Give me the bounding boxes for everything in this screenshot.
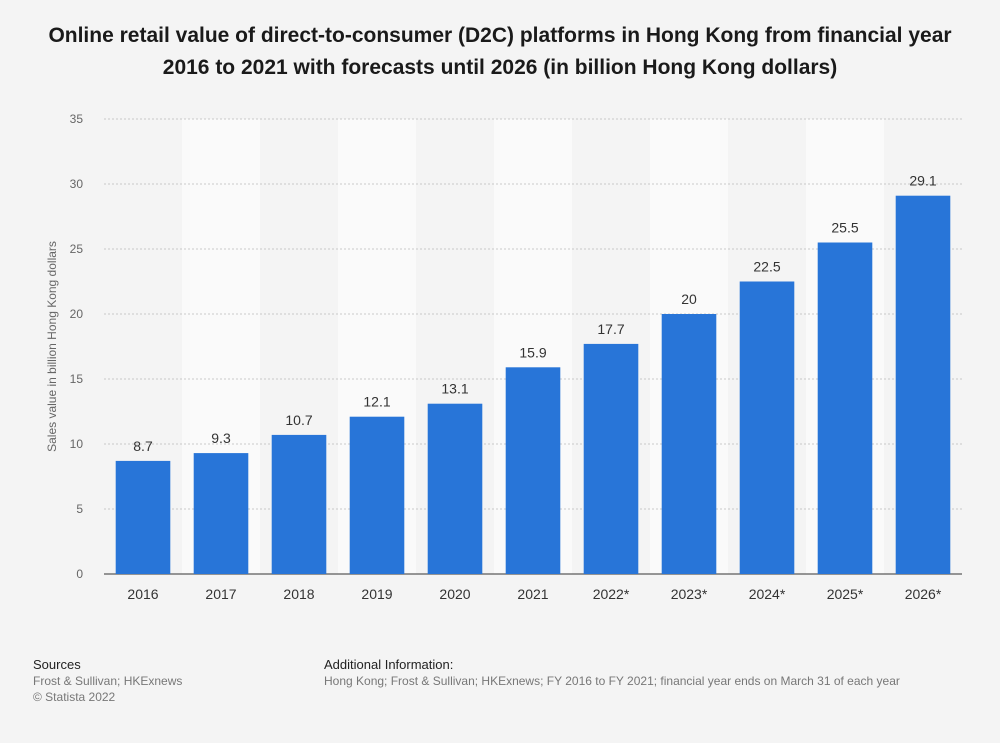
sources-text: Frost & Sullivan; HKExnews bbox=[33, 674, 183, 688]
y-tick-label: 20 bbox=[70, 307, 84, 321]
bar bbox=[583, 343, 639, 574]
bar bbox=[817, 242, 873, 574]
data-label: 15.9 bbox=[519, 344, 546, 360]
data-label: 22.5 bbox=[753, 259, 780, 275]
bar bbox=[427, 403, 483, 574]
data-label: 13.1 bbox=[441, 381, 468, 397]
x-tick-label: 2018 bbox=[283, 586, 314, 602]
bar bbox=[661, 314, 717, 574]
y-tick-label: 10 bbox=[70, 437, 84, 451]
bar bbox=[271, 434, 327, 574]
data-label: 10.7 bbox=[285, 412, 312, 428]
y-axis-title: Sales value in billion Hong Kong dollars bbox=[45, 241, 59, 452]
bar bbox=[505, 367, 561, 574]
x-tick-label: 2026* bbox=[905, 586, 942, 602]
y-tick-label: 35 bbox=[70, 112, 84, 126]
y-tick-label: 25 bbox=[70, 242, 84, 256]
additional-info-heading: Additional Information: bbox=[324, 657, 454, 672]
x-tick-label: 2022* bbox=[593, 586, 630, 602]
y-tick-label: 30 bbox=[70, 177, 84, 191]
data-label: 25.5 bbox=[831, 220, 858, 236]
data-label: 17.7 bbox=[597, 321, 624, 337]
x-tick-label: 2024* bbox=[749, 586, 786, 602]
bar-chart: 0 5 10 15 20 25 30 35 Sales value in billion Hon… bbox=[45, 112, 962, 602]
data-label: 12.1 bbox=[363, 394, 390, 410]
sources-block: Sources Frost & Sullivan; HKExnews © Sta… bbox=[33, 657, 182, 705]
x-tick-label: 2019 bbox=[361, 586, 392, 602]
x-tick-label: 2020 bbox=[439, 586, 470, 602]
copyright-text: © Statista 2022 bbox=[33, 690, 116, 704]
bar bbox=[349, 416, 405, 574]
data-label: 29.1 bbox=[909, 173, 936, 189]
data-label: 9.3 bbox=[211, 430, 231, 446]
x-tick-label: 2021 bbox=[517, 586, 548, 602]
y-tick-label: 0 bbox=[76, 567, 83, 581]
bar bbox=[193, 453, 249, 574]
bar bbox=[895, 195, 951, 574]
x-tick-label: 2025* bbox=[827, 586, 864, 602]
x-tick-label: 2017 bbox=[205, 586, 236, 602]
y-tick-label: 5 bbox=[76, 502, 83, 516]
sources-heading: Sources bbox=[33, 657, 81, 672]
data-label: 20 bbox=[681, 291, 697, 307]
y-tick-label: 15 bbox=[70, 372, 84, 386]
additional-info-text: Hong Kong; Frost & Sullivan; HKExnews; F… bbox=[324, 674, 900, 688]
chart-title: Online retail value of direct-to-consume… bbox=[48, 24, 952, 79]
data-label: 8.7 bbox=[133, 438, 153, 454]
x-tick-label: 2023* bbox=[671, 586, 708, 602]
bar bbox=[739, 281, 795, 574]
bar bbox=[115, 460, 171, 574]
additional-info-block: Additional Information: Hong Kong; Frost… bbox=[324, 657, 900, 689]
x-tick-label: 2016 bbox=[127, 586, 158, 602]
